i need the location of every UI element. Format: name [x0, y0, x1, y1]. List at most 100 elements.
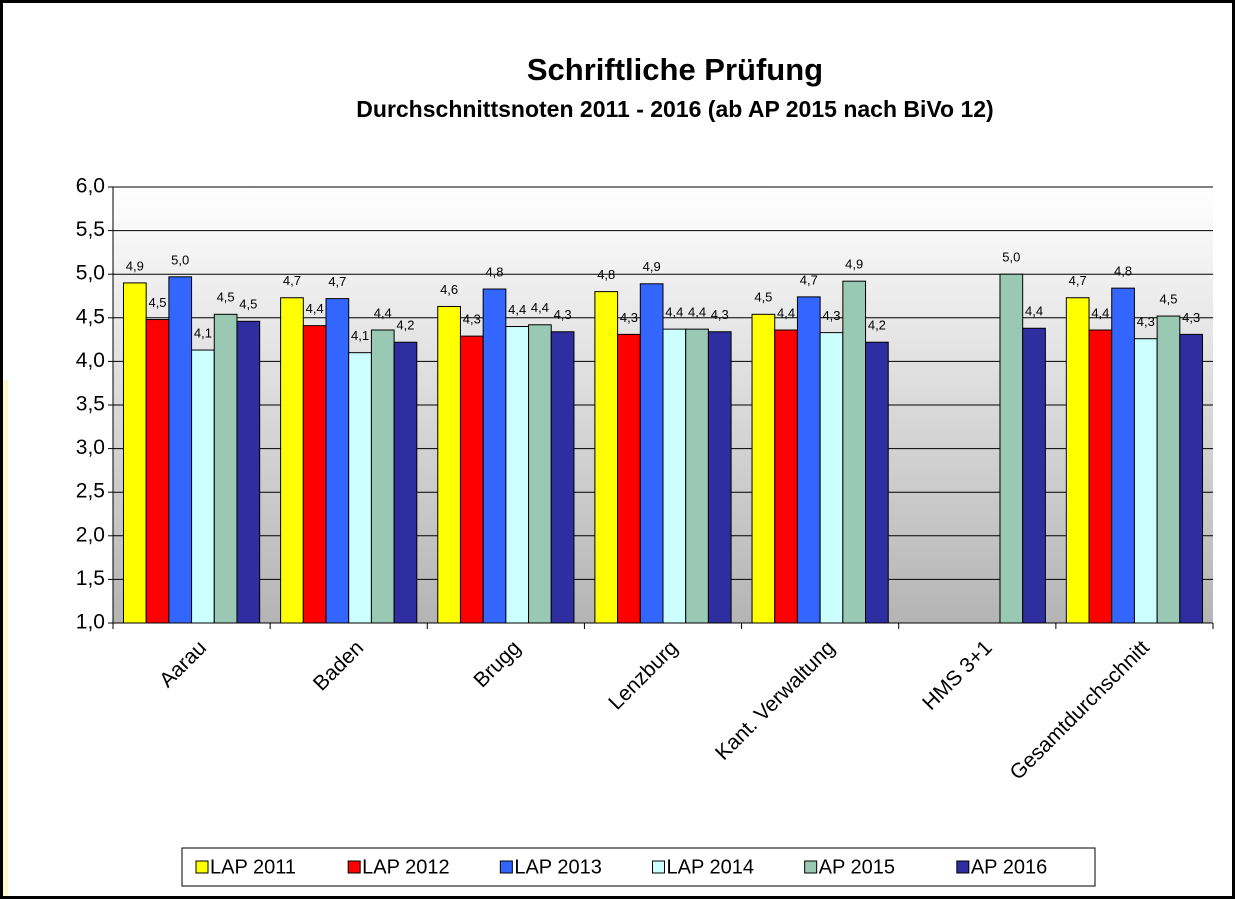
value-label: 4,4: [1091, 305, 1109, 320]
bar: [707, 331, 732, 624]
legend-label: LAP 2012: [362, 856, 450, 878]
value-label: 4,4: [665, 305, 683, 320]
value-label: 4,9: [643, 259, 661, 274]
value-label: 4,5: [1159, 291, 1177, 306]
value-label: 4,1: [194, 326, 212, 341]
value-label: 4,3: [822, 308, 840, 323]
bar: [1179, 333, 1204, 624]
bar: [639, 283, 664, 624]
y-tick-label: 6,0: [76, 175, 105, 198]
bar: [437, 305, 461, 624]
bar: [505, 326, 530, 624]
value-label: 4,4: [777, 305, 795, 320]
bar: [796, 296, 821, 624]
bar: [662, 328, 687, 624]
legend-label: AP 2016: [971, 856, 1047, 878]
value-label: 4,4: [508, 302, 526, 317]
value-label: 4,4: [374, 305, 392, 320]
bar: [842, 280, 867, 624]
value-label: 4,5: [148, 295, 166, 310]
bar: [280, 297, 304, 624]
value-label: 4,3: [711, 307, 729, 322]
value-label: 4,7: [1069, 273, 1087, 288]
value-label: 4,9: [126, 258, 144, 273]
bar: [1022, 327, 1046, 624]
y-tick-label: 5,5: [76, 218, 105, 241]
y-tick-label: 1,5: [76, 567, 105, 590]
y-tick-label: 4,5: [76, 305, 105, 328]
value-label: 4,3: [463, 312, 481, 327]
chart-subtitle: Durchschnittsnoten 2011 - 2016 (ab AP 20…: [356, 96, 993, 122]
bar: [999, 273, 1024, 624]
bar: [145, 319, 170, 624]
bar: [325, 298, 350, 624]
value-label: 4,3: [554, 307, 572, 322]
value-label: 4,8: [597, 267, 615, 282]
bar: [1111, 287, 1135, 624]
y-tick-label: 3,0: [76, 436, 105, 459]
y-tick-label: 3,5: [76, 393, 105, 416]
value-label: 4,1: [351, 328, 369, 343]
value-label: 4,7: [800, 272, 818, 287]
value-label: 4,3: [1137, 314, 1155, 329]
value-label: 4,9: [845, 257, 863, 272]
y-tick-label: 5,0: [76, 262, 105, 285]
value-label: 4,7: [283, 273, 301, 288]
legend-swatch: [652, 860, 665, 874]
legend-label: LAP 2013: [514, 856, 602, 878]
bar: [302, 325, 327, 624]
value-label: 4,7: [328, 274, 346, 289]
bar: [594, 291, 619, 624]
bar: [191, 349, 215, 624]
legend-swatch: [499, 860, 513, 874]
bar: [1088, 329, 1113, 624]
legend-box: [181, 847, 1096, 887]
y-tick-label: 2,0: [76, 523, 105, 546]
legend-label: LAP 2014: [667, 856, 755, 878]
bar: [1133, 338, 1158, 624]
bar: [774, 329, 798, 624]
bar: [865, 341, 889, 624]
legend-label: AP 2015: [819, 856, 895, 878]
bar: [348, 352, 372, 624]
legend-swatch: [347, 860, 361, 874]
bar: [550, 331, 575, 624]
value-label: 4,4: [688, 305, 706, 320]
chart-title: Schriftliche Prüfung: [527, 52, 823, 87]
bar: [617, 333, 641, 624]
value-label: 4,5: [754, 290, 772, 305]
value-label: 4,3: [620, 310, 638, 325]
bar: [482, 288, 507, 624]
value-label: 4,6: [440, 282, 458, 297]
legend-swatch: [804, 860, 818, 874]
bar: [168, 276, 193, 624]
value-label: 4,4: [306, 301, 324, 316]
legend-swatch: [195, 860, 209, 874]
bar: [236, 320, 261, 624]
value-label: 4,2: [868, 318, 886, 333]
value-label: 4,5: [239, 297, 257, 312]
value-label: 4,3: [1182, 310, 1200, 325]
value-label: 4,8: [485, 264, 503, 279]
bar: [819, 332, 844, 624]
y-tick-label: 4,0: [76, 349, 105, 372]
value-label: 5,0: [1002, 250, 1020, 265]
legend-label: LAP 2011: [210, 856, 296, 878]
bar: [685, 328, 709, 624]
value-label: 4,2: [396, 318, 414, 333]
bar: [393, 341, 418, 624]
bar: [751, 313, 776, 624]
value-label: 4,4: [1025, 304, 1043, 319]
y-tick-label: 1,0: [76, 611, 105, 634]
legend-swatch: [956, 860, 970, 874]
bar: [459, 335, 484, 624]
value-label: 4,8: [1114, 264, 1132, 279]
bar: [1156, 315, 1181, 624]
side-strip: [0, 380, 8, 899]
value-label: 5,0: [171, 252, 189, 267]
bar: [122, 282, 147, 624]
bar: [1065, 297, 1090, 624]
value-label: 4,5: [217, 290, 235, 305]
